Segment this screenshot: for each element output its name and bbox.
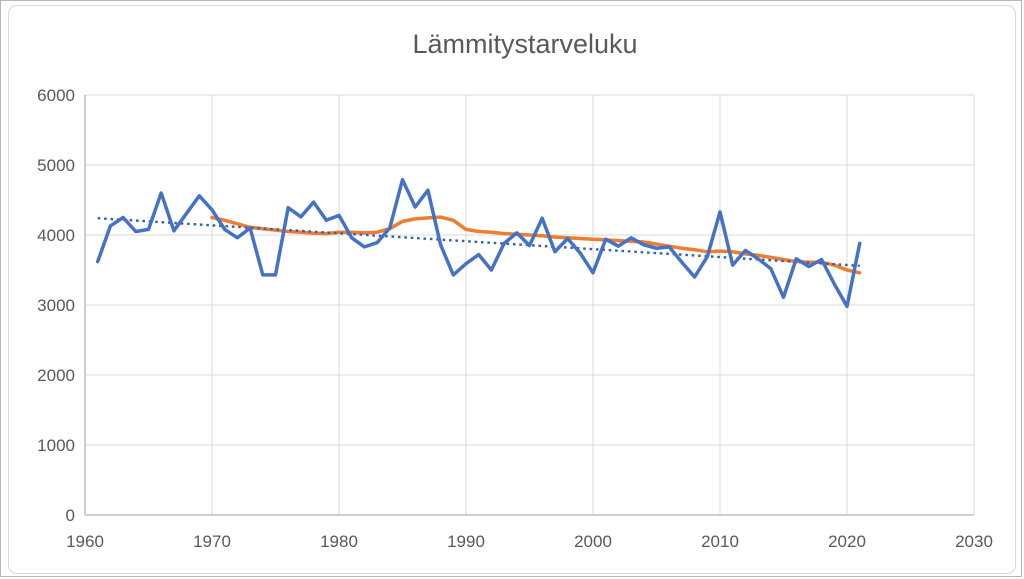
x-tick-label: 1980 — [320, 532, 358, 551]
axis-labels: 0 1000 2000 3000 4000 5000 6000 1960 1970 1980 199… — [37, 86, 993, 551]
x-tick-label: 2020 — [828, 532, 866, 551]
x-tick-label: 1960 — [66, 532, 104, 551]
series-lines — [95, 177, 862, 309]
x-tick-label: 2000 — [574, 532, 612, 551]
annual-series-line — [95, 177, 862, 309]
y-tick-label: 6000 — [37, 86, 75, 105]
axes — [84, 95, 974, 516]
y-tick-label: 3000 — [37, 296, 75, 315]
y-tick-label: 5000 — [37, 156, 75, 175]
x-tick-label: 1970 — [193, 532, 231, 551]
x-tick-label: 1990 — [447, 532, 485, 551]
chart-area-border: 0 1000 2000 3000 4000 5000 6000 1960 1970 1980 199… — [8, 5, 1016, 574]
y-tick-label: 1000 — [37, 436, 75, 455]
x-tick-label: 2010 — [701, 532, 739, 551]
moving-average-line — [210, 215, 862, 275]
gridlines — [85, 94, 975, 515]
chart-canvas: 0 1000 2000 3000 4000 5000 6000 1960 1970 1980 199… — [37, 29, 993, 551]
y-tick-label: 4000 — [37, 226, 75, 245]
y-tick-label: 0 — [66, 506, 75, 525]
y-tick-label: 2000 — [37, 366, 75, 385]
x-tick-label: 2030 — [955, 532, 993, 551]
chart-title: Lämmitystarveluku — [412, 29, 637, 59]
